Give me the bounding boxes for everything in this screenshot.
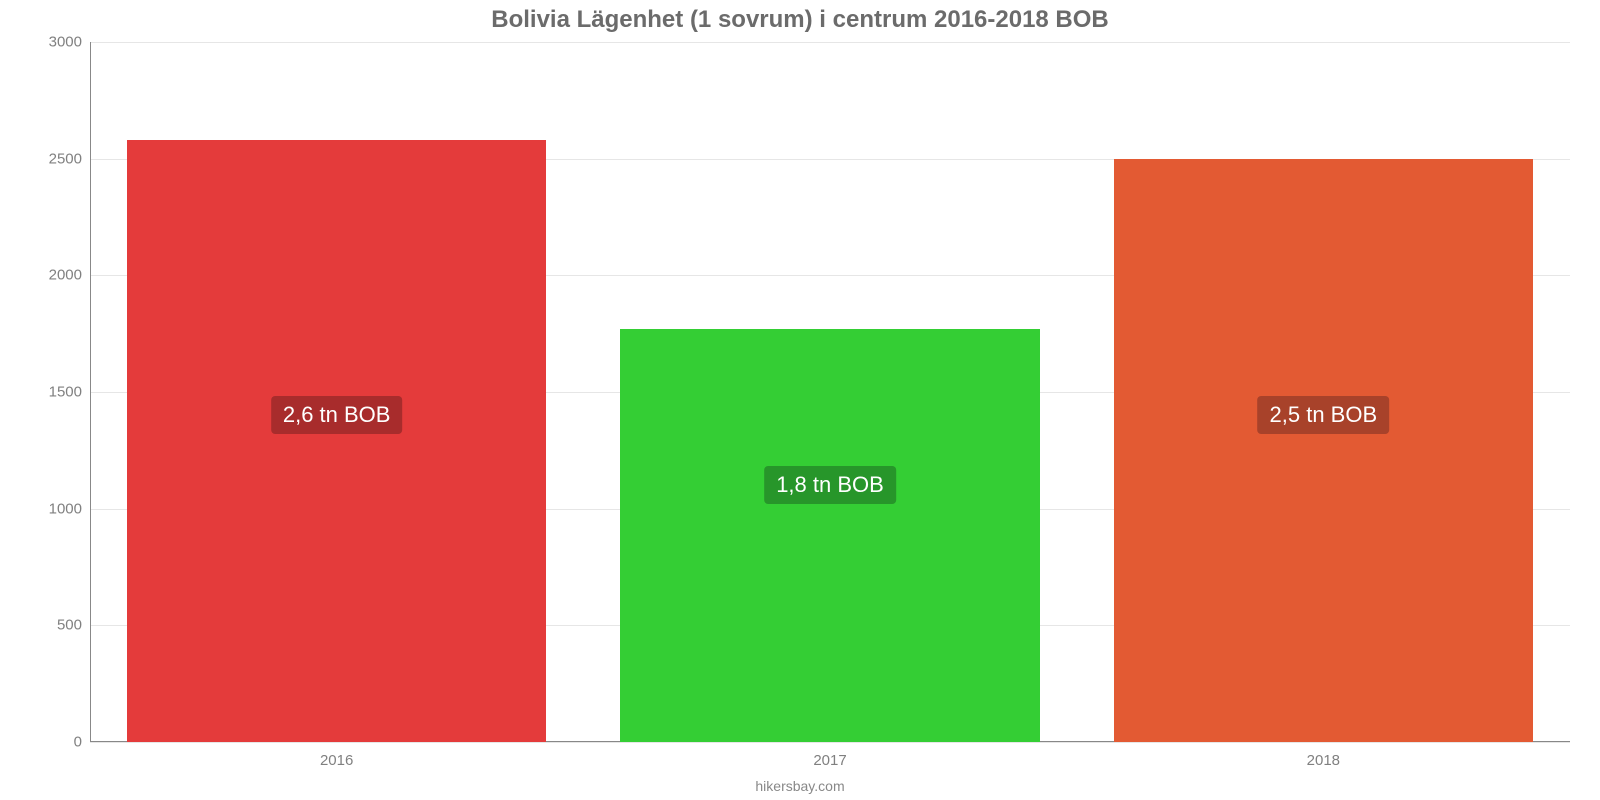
bar-value-label: 2,6 tn BOB (271, 396, 403, 434)
x-tick-label: 2016 (320, 752, 353, 769)
y-tick-label: 0 (34, 734, 82, 751)
bar-value-label: 1,8 tn BOB (764, 466, 896, 504)
gridline (90, 742, 1570, 743)
bar (620, 329, 1039, 742)
bar-value-label: 2,5 tn BOB (1258, 396, 1390, 434)
bar-chart: Bolivia Lägenhet (1 sovrum) i centrum 20… (0, 0, 1600, 800)
chart-title: Bolivia Lägenhet (1 sovrum) i centrum 20… (0, 0, 1600, 34)
y-tick-label: 1500 (34, 384, 82, 401)
y-tick-label: 2000 (34, 267, 82, 284)
x-tick-label: 2017 (813, 752, 846, 769)
bar (1114, 159, 1533, 742)
bar (127, 140, 546, 742)
y-axis (90, 42, 91, 742)
y-tick-label: 3000 (34, 34, 82, 51)
y-tick-label: 2500 (34, 150, 82, 167)
gridline (90, 42, 1570, 43)
plot-area: 0500100015002000250030002,6 tn BOB20161,… (90, 42, 1570, 742)
y-tick-label: 500 (34, 617, 82, 634)
x-tick-label: 2018 (1307, 752, 1340, 769)
attribution: hikersbay.com (755, 778, 844, 794)
y-tick-label: 1000 (34, 500, 82, 517)
